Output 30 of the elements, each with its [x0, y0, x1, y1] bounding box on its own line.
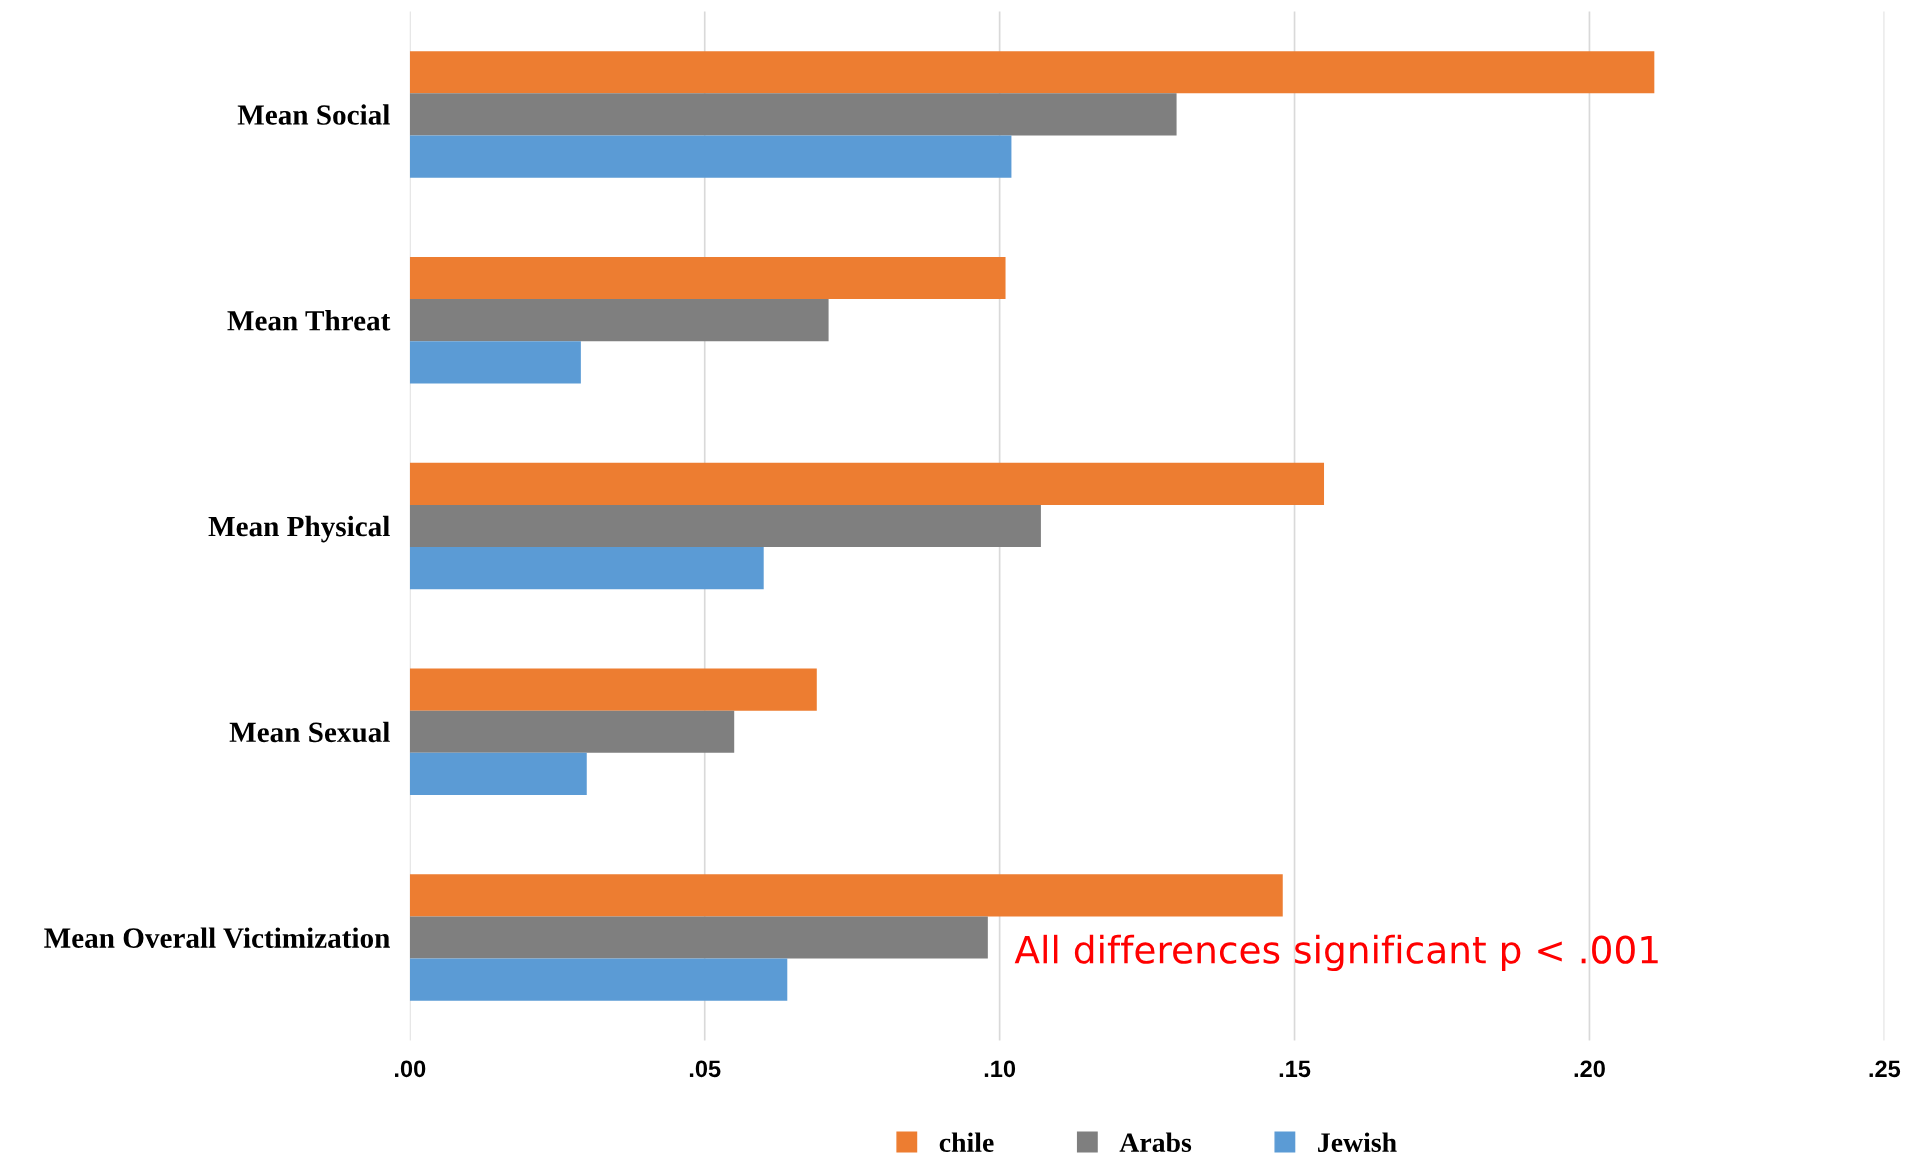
bar: [409, 668, 817, 711]
y-tick-label: Mean Overall Victimization: [44, 927, 390, 949]
legend-label: Jewish: [1318, 1132, 1397, 1152]
x-tick-label: .10: [984, 1060, 1016, 1078]
legend-label: Arabs: [1119, 1132, 1192, 1152]
bar: [409, 299, 829, 342]
y-tick-label: Mean Sexual: [229, 721, 390, 743]
bar: [409, 504, 1041, 548]
y-tick-label: Mean Physical: [208, 515, 390, 543]
bar: [409, 341, 581, 384]
annotation: All differences significant p < .001: [1014, 934, 1658, 972]
bar: [409, 135, 1012, 178]
bar: [409, 547, 764, 590]
x-tick-label: .05: [689, 1060, 721, 1078]
x-tick-label: .15: [1279, 1060, 1311, 1078]
x-tick-label: .25: [1869, 1060, 1901, 1078]
x-tick-label: .00: [395, 1060, 426, 1078]
bar: [409, 51, 1655, 94]
bar: [409, 874, 1283, 917]
bar: [409, 256, 1006, 300]
bar: [409, 93, 1177, 136]
bar: [409, 710, 735, 753]
bar: [409, 916, 988, 959]
y-tick-label: Mean Threat: [227, 310, 391, 331]
y-tick-label: Mean Social: [237, 104, 390, 125]
x-tick-label: .20: [1574, 1060, 1605, 1078]
bar: [409, 958, 788, 1001]
bar: [409, 462, 1325, 505]
bar: [409, 752, 587, 796]
legend-label: chile: [939, 1132, 994, 1152]
